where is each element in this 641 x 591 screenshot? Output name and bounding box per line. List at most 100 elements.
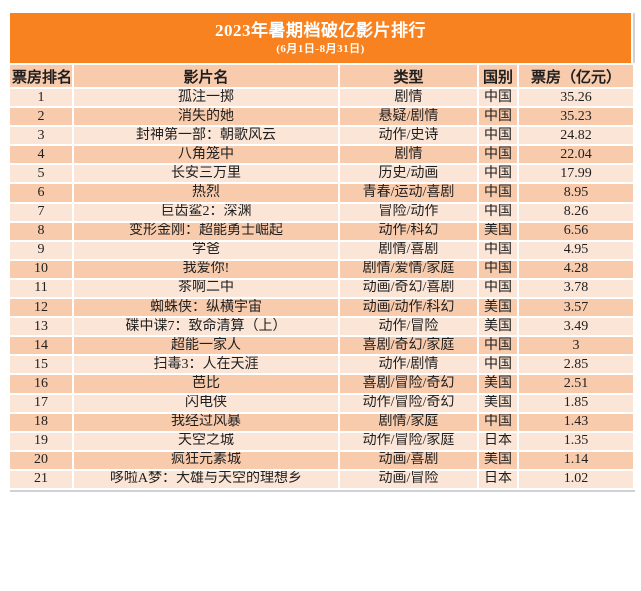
table-row: 17 闪电侠 动作/冒险/奇幻 美国 1.85 — [8, 392, 635, 414]
cell-genre: 动画/奇幻/喜剧 — [338, 277, 479, 300]
cell-genre: 动画/动作/科幻 — [338, 297, 479, 319]
cell-rank: 5 — [8, 163, 74, 185]
table-row: 6 热烈 青春/运动/喜剧 中国 8.95 — [8, 182, 635, 204]
box-office-ranking-table: 2023年暑期档破亿影片排行 (6月1日-8月31日) 票房排名 影片名 类型 … — [8, 11, 635, 490]
cell-boxoffice: 1.02 — [517, 468, 635, 490]
cell-name: 天空之城 — [72, 430, 340, 452]
ranking-table: 票房排名 影片名 类型 国别 票房（亿元） 1 孤注一掷 剧情 中国 35.26… — [8, 63, 635, 490]
cell-country: 美国 — [477, 392, 519, 414]
cell-boxoffice: 3 — [517, 335, 635, 357]
cell-boxoffice: 2.85 — [517, 354, 635, 376]
cell-country: 中国 — [477, 354, 519, 376]
table-row: 16 芭比 喜剧/冒险/奇幻 美国 2.51 — [8, 373, 635, 395]
cell-name: 闪电侠 — [72, 392, 340, 414]
cell-genre: 青春/运动/喜剧 — [338, 182, 479, 204]
ranking-table-head: 票房排名 影片名 类型 国别 票房（亿元） — [8, 63, 635, 89]
cell-boxoffice: 8.26 — [517, 201, 635, 223]
cell-genre: 剧情/家庭 — [338, 411, 479, 433]
cell-name: 扫毒3：人在天涯 — [72, 354, 340, 376]
cell-rank: 2 — [8, 106, 74, 128]
table-row: 20 疯狂元素城 动画/喜剧 美国 1.14 — [8, 449, 635, 471]
table-subtitle: (6月1日-8月31日) — [276, 43, 365, 55]
cell-rank: 17 — [8, 392, 74, 414]
table-row: 21 哆啦A梦：大雄与天空的理想乡 动画/冒险 日本 1.02 — [8, 468, 635, 490]
cell-name: 长安三万里 — [72, 163, 340, 185]
cell-country: 中国 — [477, 163, 519, 185]
cell-genre: 动作/科幻 — [338, 220, 479, 242]
cell-boxoffice: 1.35 — [517, 430, 635, 452]
cell-genre: 动作/史诗 — [338, 125, 479, 147]
cell-rank: 20 — [8, 449, 74, 471]
cell-name: 学爸 — [72, 239, 340, 261]
cell-name: 蜘蛛侠：纵横宇宙 — [72, 297, 340, 319]
cell-rank: 3 — [8, 125, 74, 147]
cell-name: 碟中谍7：致命清算（上） — [72, 316, 340, 338]
cell-country: 美国 — [477, 297, 519, 319]
cell-country: 美国 — [477, 220, 519, 242]
cell-name: 芭比 — [72, 373, 340, 395]
cell-boxoffice: 3.49 — [517, 316, 635, 338]
cell-genre: 悬疑/剧情 — [338, 106, 479, 128]
cell-genre: 动作/冒险/家庭 — [338, 430, 479, 452]
cell-rank: 18 — [8, 411, 74, 433]
cell-boxoffice: 35.26 — [517, 86, 635, 109]
cell-rank: 19 — [8, 430, 74, 452]
table-row: 8 变形金刚：超能勇士崛起 动作/科幻 美国 6.56 — [8, 220, 635, 242]
table-row: 9 学爸 剧情/喜剧 中国 4.95 — [8, 239, 635, 261]
table-row: 2 消失的她 悬疑/剧情 中国 35.23 — [8, 106, 635, 128]
cell-genre: 冒险/动作 — [338, 201, 479, 223]
table-title: 2023年暑期档破亿影片排行 — [215, 21, 426, 40]
cell-rank: 1 — [8, 86, 74, 109]
cell-country: 日本 — [477, 430, 519, 452]
table-row: 15 扫毒3：人在天涯 动作/剧情 中国 2.85 — [8, 354, 635, 376]
cell-rank: 6 — [8, 182, 74, 204]
cell-boxoffice: 22.04 — [517, 144, 635, 166]
cell-boxoffice: 3.78 — [517, 277, 635, 300]
cell-rank: 12 — [8, 297, 74, 319]
cell-country: 中国 — [477, 86, 519, 109]
cell-genre: 喜剧/奇幻/家庭 — [338, 335, 479, 357]
cell-country: 中国 — [477, 335, 519, 357]
cell-name: 八角笼中 — [72, 144, 340, 166]
cell-country: 中国 — [477, 239, 519, 261]
cell-name: 热烈 — [72, 182, 340, 204]
column-header-name: 影片名 — [72, 63, 340, 89]
table-row: 7 巨齿鲨2：深渊 冒险/动作 中国 8.26 — [8, 201, 635, 223]
column-header-rank: 票房排名 — [8, 63, 74, 89]
cell-rank: 21 — [8, 468, 74, 490]
cell-country: 中国 — [477, 201, 519, 223]
cell-country: 美国 — [477, 316, 519, 338]
cell-name: 我经过风暴 — [72, 411, 340, 433]
cell-boxoffice: 8.95 — [517, 182, 635, 204]
cell-genre: 动作/剧情 — [338, 354, 479, 376]
cell-country: 美国 — [477, 373, 519, 395]
cell-name: 超能一家人 — [72, 335, 340, 357]
cell-name: 哆啦A梦：大雄与天空的理想乡 — [72, 468, 340, 490]
column-header-genre: 类型 — [338, 63, 479, 89]
cell-rank: 9 — [8, 239, 74, 261]
cell-country: 中国 — [477, 144, 519, 166]
cell-boxoffice: 1.85 — [517, 392, 635, 414]
cell-rank: 14 — [8, 335, 74, 357]
cell-rank: 8 — [8, 220, 74, 242]
header-row: 票房排名 影片名 类型 国别 票房（亿元） — [8, 63, 635, 89]
cell-country: 中国 — [477, 125, 519, 147]
cell-genre: 剧情 — [338, 86, 479, 109]
cell-name: 封神第一部：朝歌风云 — [72, 125, 340, 147]
cell-genre: 动作/冒险/奇幻 — [338, 392, 479, 414]
cell-name: 消失的她 — [72, 106, 340, 128]
table-row: 5 长安三万里 历史/动画 中国 17.99 — [8, 163, 635, 185]
table-row: 10 我爱你! 剧情/爱情/家庭 中国 4.28 — [8, 258, 635, 280]
cell-country: 中国 — [477, 182, 519, 204]
cell-name: 孤注一掷 — [72, 86, 340, 109]
cell-name: 巨齿鲨2：深渊 — [72, 201, 340, 223]
cell-country: 日本 — [477, 468, 519, 490]
cell-boxoffice: 17.99 — [517, 163, 635, 185]
table-row: 19 天空之城 动作/冒险/家庭 日本 1.35 — [8, 430, 635, 452]
cell-boxoffice: 24.82 — [517, 125, 635, 147]
column-header-country: 国别 — [477, 63, 519, 89]
ranking-table-body: 1 孤注一掷 剧情 中国 35.26 2 消失的她 悬疑/剧情 中国 35.23… — [8, 86, 635, 490]
table-row: 1 孤注一掷 剧情 中国 35.26 — [8, 86, 635, 109]
table-row: 11 茶啊二中 动画/奇幻/喜剧 中国 3.78 — [8, 277, 635, 300]
